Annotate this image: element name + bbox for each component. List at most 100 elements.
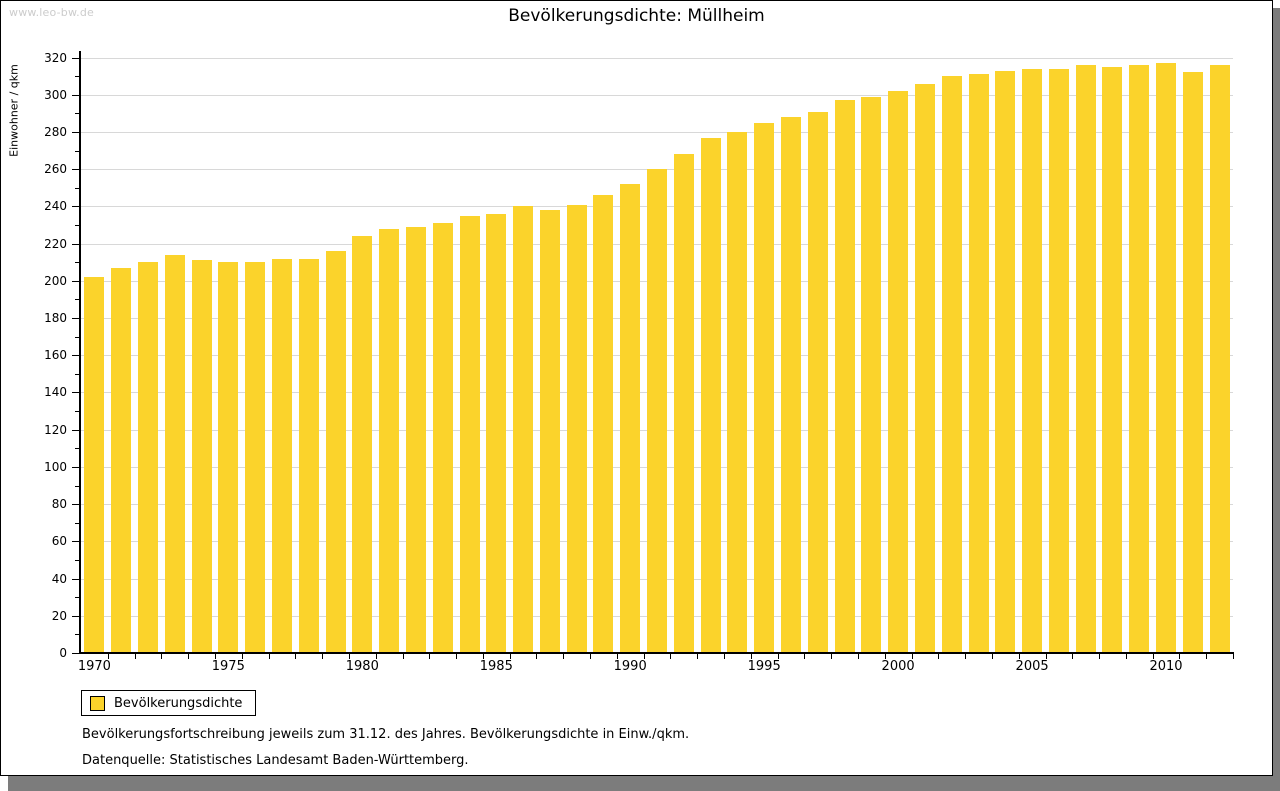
bar-1982	[405, 226, 426, 652]
y-gridline	[81, 95, 1233, 96]
y-tick-minor	[75, 113, 79, 114]
y-tick-minor	[75, 299, 79, 300]
y-tick-minor	[75, 76, 79, 77]
x-tick-label: 1995	[747, 659, 781, 674]
y-tick-minor	[75, 374, 79, 375]
legend-label: Bevölkerungsdichte	[114, 695, 243, 711]
y-tick-major	[72, 616, 79, 617]
bar-1992	[673, 154, 694, 652]
bar-1995	[754, 122, 775, 652]
footnote-method: Bevölkerungsfortschreibung jeweils zum 3…	[82, 727, 690, 742]
x-tick	[375, 654, 377, 659]
bar-2010	[1156, 63, 1176, 652]
y-tick-major	[72, 206, 79, 207]
y-tick-major	[72, 355, 79, 356]
bar-2000	[888, 91, 909, 652]
bar-1988	[566, 204, 587, 652]
x-tick-label: 1980	[345, 659, 379, 674]
x-tick	[322, 654, 324, 659]
x-tick	[295, 654, 297, 659]
bar-1994	[727, 131, 748, 652]
y-tick-label: 200	[44, 274, 67, 288]
x-tick	[590, 654, 591, 659]
bar-1990	[620, 184, 641, 652]
x-tick	[1152, 654, 1154, 659]
x-tick	[1233, 654, 1234, 659]
x-tick	[965, 654, 967, 659]
y-tick-minor	[75, 262, 79, 263]
y-tick-label: 140	[44, 385, 67, 399]
y-tick-minor	[75, 448, 79, 449]
y-tick-minor	[75, 560, 79, 561]
bar-1984	[459, 215, 480, 652]
y-gridline	[81, 58, 1233, 59]
bar-1972	[138, 262, 158, 652]
x-tick	[1018, 654, 1020, 659]
x-tick-label: 2000	[881, 659, 915, 674]
x-tick	[107, 654, 109, 659]
y-tick-label: 0	[59, 646, 67, 660]
legend-box: Bevölkerungsdichte	[81, 690, 257, 716]
x-tick	[188, 654, 190, 659]
y-tick-major	[72, 58, 79, 59]
y-tick-minor	[75, 151, 79, 152]
x-tick	[1125, 654, 1127, 659]
y-tick-major	[72, 430, 79, 431]
y-tick-minor	[75, 634, 79, 635]
x-tick	[482, 654, 484, 659]
bar-2007	[1075, 64, 1096, 652]
x-tick	[804, 654, 806, 659]
x-tick-label: 1985	[479, 659, 513, 674]
y-tick-label: 80	[51, 497, 67, 511]
y-tick-major	[72, 504, 79, 505]
y-tick-minor	[75, 188, 79, 189]
bar-1985	[486, 213, 507, 652]
bar-2002	[941, 76, 962, 652]
y-tick-label: 60	[51, 534, 67, 548]
y-tick-minor	[75, 337, 79, 338]
bar-2005	[1022, 68, 1043, 652]
bar-1993	[700, 137, 721, 652]
bar-1997	[807, 111, 828, 652]
bar-2006	[1048, 68, 1069, 652]
x-tick	[456, 654, 458, 659]
x-tick	[857, 654, 859, 659]
x-tick-label: 1990	[613, 659, 647, 674]
bar-1989	[593, 195, 614, 652]
drop-shadow-bottom	[8, 776, 1280, 791]
plot-area: Einwohner / qkm 0 20 40 60 80 100 120 140 160 180…	[1, 1, 1272, 775]
x-tick	[643, 654, 645, 659]
x-tick	[215, 654, 216, 659]
x-tick	[750, 654, 752, 659]
y-tick-minor	[75, 225, 79, 226]
y-tick-minor	[75, 597, 79, 598]
bar-2009	[1129, 64, 1150, 652]
bar-1981	[379, 228, 400, 652]
bar-1983	[432, 223, 453, 652]
y-tick-major	[72, 281, 79, 282]
y-tick-label: 160	[44, 348, 67, 362]
drop-shadow-right	[1273, 8, 1280, 791]
y-axis-title: Einwohner / qkm	[7, 64, 21, 157]
x-tick	[429, 654, 431, 659]
bar-1980	[352, 236, 373, 652]
bar-1977	[271, 258, 292, 652]
y-tick-major	[72, 541, 79, 542]
x-tick	[670, 654, 672, 659]
x-tick	[616, 654, 618, 659]
y-tick-minor	[75, 523, 79, 524]
x-tick	[991, 654, 993, 659]
x-tick-label: 2005	[1015, 659, 1049, 674]
bar-2004	[995, 70, 1016, 652]
y-tick-minor	[75, 486, 79, 487]
bar-1996	[781, 117, 801, 652]
y-tick-label: 180	[44, 311, 67, 325]
x-axis-line	[79, 652, 1234, 654]
x-tick-label: 1975	[211, 659, 245, 674]
x-tick	[884, 654, 886, 659]
bar-1976	[245, 262, 266, 652]
x-tick	[161, 654, 163, 659]
x-tick	[134, 654, 136, 659]
y-tick-major	[72, 244, 79, 245]
